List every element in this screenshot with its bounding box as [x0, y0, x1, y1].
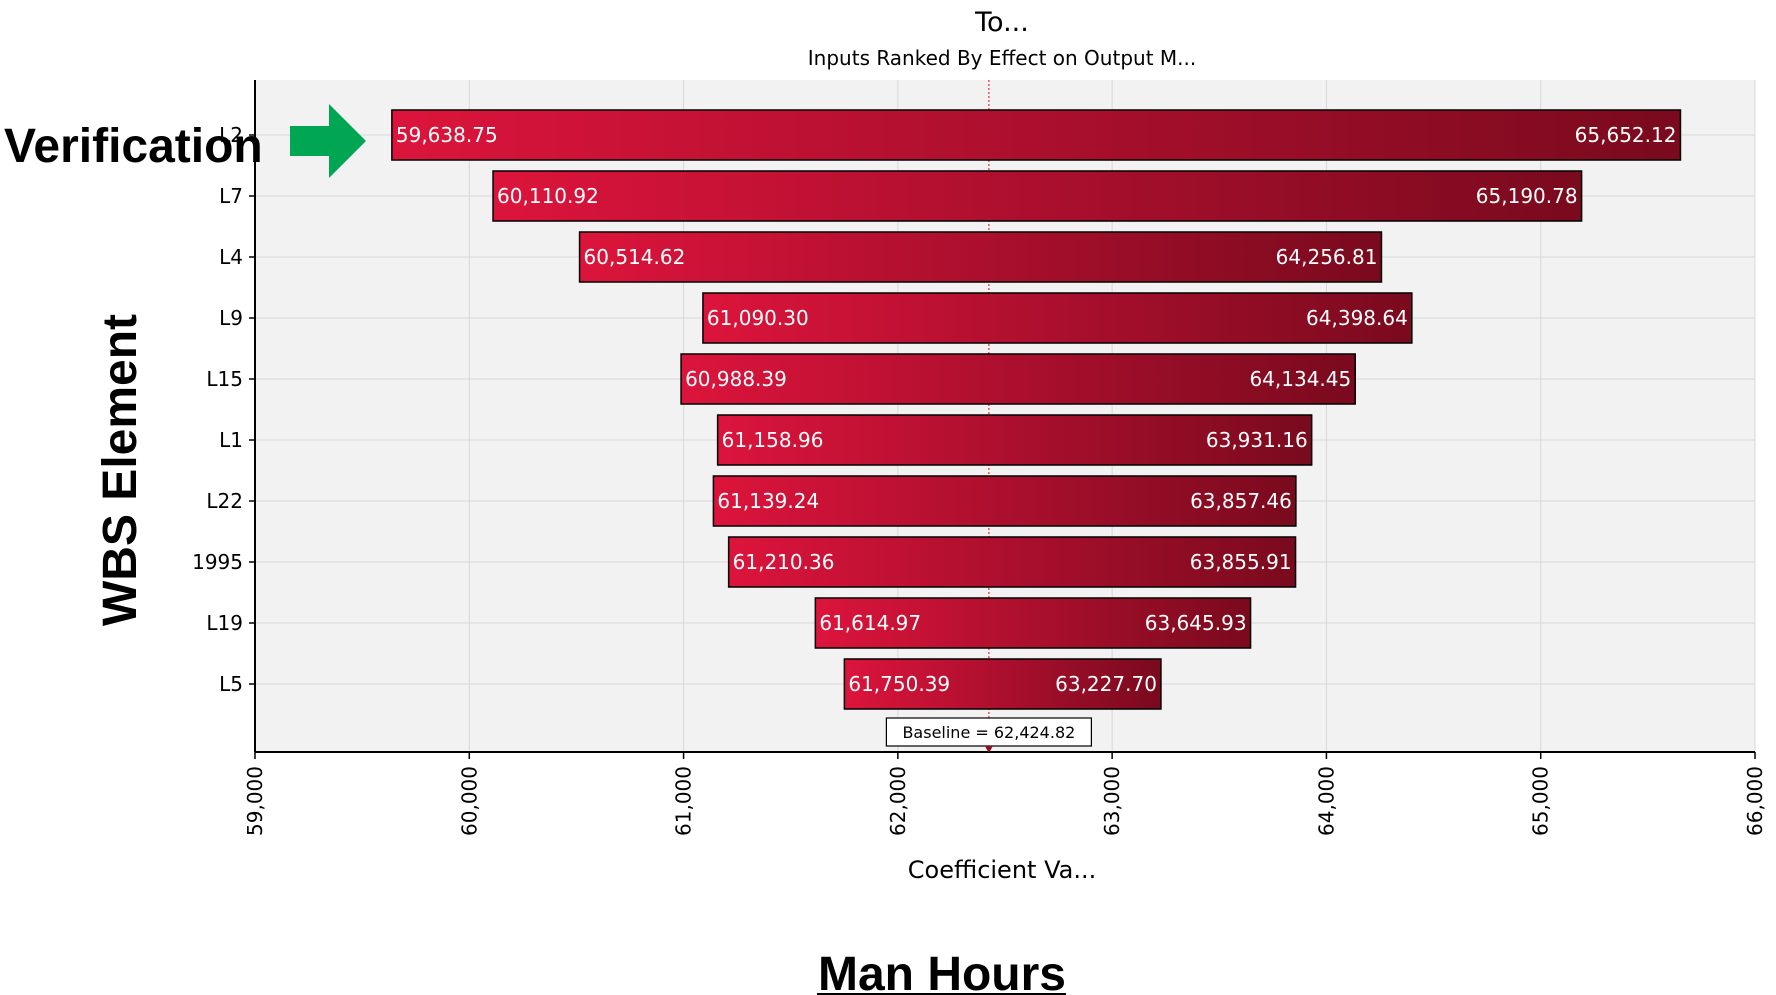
x-tick-label: 64,000 — [1314, 766, 1338, 836]
bar-L2 — [391, 109, 1682, 161]
bar-high-label: 64,256.81 — [1276, 245, 1378, 269]
bar-1995 — [727, 536, 1297, 588]
bar-L22 — [712, 475, 1297, 527]
bar-L9 — [702, 292, 1413, 344]
bar-high-label: 63,857.46 — [1190, 489, 1292, 513]
bar-low-label: 61,210.36 — [733, 550, 835, 574]
bar-low-label: 59,638.75 — [396, 123, 498, 147]
y-axis-label: WBS Element — [94, 314, 147, 626]
right-arrow-icon — [290, 104, 366, 178]
bar-low-label: 61,090.30 — [707, 306, 809, 330]
x-tick-label: 60,000 — [457, 766, 481, 836]
bar-low-label: 61,139.24 — [717, 489, 819, 513]
bar-high-label: 63,855.91 — [1190, 550, 1292, 574]
y-tick-label: L4 — [219, 245, 243, 269]
footer-label: Man Hours — [818, 948, 1066, 995]
y-tick-label: L9 — [219, 306, 243, 330]
bar-high-label: 63,645.93 — [1145, 611, 1247, 635]
y-tick-label: L7 — [219, 184, 243, 208]
y-tick-label: L19 — [206, 611, 243, 635]
x-tick-label: 66,000 — [1743, 766, 1767, 836]
x-tick-label: 65,000 — [1529, 766, 1553, 836]
bars-group: 59,638.75 65,652.12 60,110.92 65,190.78 60,5… — [391, 109, 1682, 710]
bar-high-label: 64,398.64 — [1306, 306, 1408, 330]
baseline-pointer-icon — [984, 746, 993, 753]
bar-low-label: 60,988.39 — [685, 367, 787, 391]
chart-subtitle: Inputs Ranked By Effect on Output M... — [808, 46, 1196, 70]
bar-high-label: 64,134.45 — [1249, 367, 1351, 391]
bar-low-label: 61,614.97 — [819, 611, 921, 635]
x-axis-label: Coefficient Va... — [908, 856, 1096, 884]
bar-L15 — [680, 353, 1356, 405]
verification-label: Verification — [4, 120, 263, 173]
x-tick-label: 61,000 — [672, 766, 696, 836]
bar-high-label: 63,931.16 — [1206, 428, 1308, 452]
x-tick-label: 63,000 — [1100, 766, 1124, 836]
bar-low-label: 61,158.96 — [722, 428, 824, 452]
bar-low-label: 60,514.62 — [584, 245, 686, 269]
y-tick-label: L2 — [219, 123, 243, 147]
y-tick-label: 1995 — [192, 550, 243, 574]
baseline-label: Baseline = 62,424.82 — [902, 723, 1075, 742]
bar-low-label: 60,110.92 — [497, 184, 599, 208]
bar-L7 — [492, 170, 1583, 222]
bar-high-label: 63,227.70 — [1055, 672, 1157, 696]
y-tick-label: L15 — [206, 367, 243, 391]
bar-high-label: 65,190.78 — [1476, 184, 1578, 208]
bar-L1 — [716, 414, 1313, 466]
y-tick-label: L22 — [206, 489, 243, 513]
y-tick-label: L5 — [219, 672, 243, 696]
x-tick-label: 59,000 — [243, 766, 267, 836]
axes — [254, 80, 1755, 753]
tick-labels: 59,000 60,000 61,000 62,000 63,000 64,000 65,0… — [192, 123, 1767, 836]
bar-L19 — [814, 597, 1252, 649]
bar-high-label: 65,652.12 — [1575, 123, 1677, 147]
x-tick-label: 62,000 — [886, 766, 910, 836]
bar-L5 — [843, 658, 1162, 710]
bar-L4 — [578, 231, 1383, 283]
bar-low-label: 61,750.39 — [848, 672, 950, 696]
y-tick-label: L1 — [219, 428, 243, 452]
chart-title: To... — [974, 7, 1029, 38]
